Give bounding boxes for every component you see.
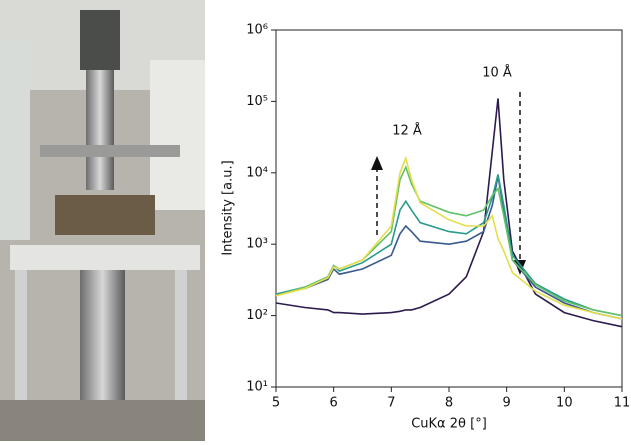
plot-frame	[275, 29, 623, 388]
x-tick-label: 10	[556, 396, 573, 411]
y-tick-label: 10⁶	[246, 23, 268, 38]
annotation: 12 Å	[392, 123, 422, 139]
series-line	[275, 155, 623, 320]
y-tick-label: 10³	[246, 237, 268, 252]
annotation: 10 Å	[482, 65, 512, 81]
x-tick-label: 5	[272, 396, 280, 411]
x-tick-label: 11	[614, 396, 631, 411]
y-tick-label: 10¹	[246, 380, 268, 395]
y-axis-label: Intensity [a.u.]	[221, 160, 236, 255]
series-line	[275, 175, 623, 320]
x-tick-label: 7	[387, 396, 395, 411]
y-tick-label: 10²	[246, 308, 268, 323]
x-tick-label: 8	[445, 396, 453, 411]
x-tick-label: 6	[330, 396, 338, 411]
y-tick-label: 10⁴	[246, 165, 268, 180]
photo	[0, 0, 205, 441]
x-axis-label: CuKα 2θ [°]	[411, 417, 487, 432]
y-tick-label: 10⁵	[246, 94, 268, 109]
x-tick-label: 9	[503, 396, 511, 411]
